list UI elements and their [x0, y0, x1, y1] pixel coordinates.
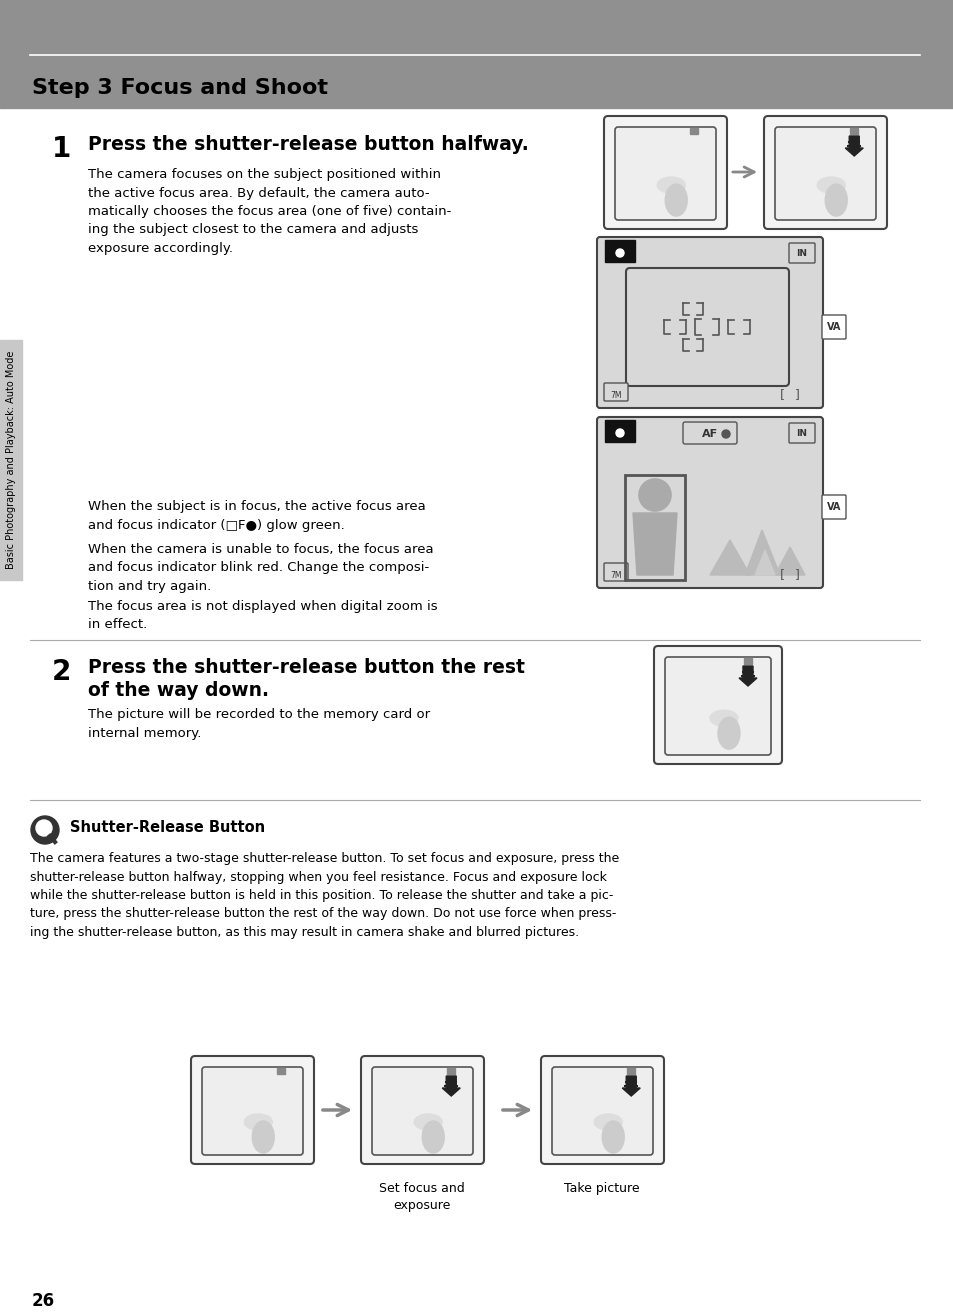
FancyArrow shape [844, 137, 862, 156]
FancyBboxPatch shape [360, 1056, 483, 1164]
FancyBboxPatch shape [821, 495, 845, 519]
FancyBboxPatch shape [597, 417, 822, 587]
Bar [447, 1068, 455, 1074]
FancyBboxPatch shape [788, 423, 814, 443]
FancyBboxPatch shape [615, 127, 716, 219]
Circle shape [639, 480, 670, 511]
FancyBboxPatch shape [788, 243, 814, 263]
Ellipse shape [709, 710, 738, 727]
Text: 2: 2 [52, 658, 71, 686]
FancyBboxPatch shape [763, 116, 886, 229]
Text: VA: VA [826, 502, 841, 512]
Bar [0, 340, 22, 579]
FancyBboxPatch shape [202, 1067, 303, 1155]
Ellipse shape [414, 1114, 442, 1130]
Text: [: [ [780, 389, 784, 402]
Text: Step 3 Focus and Shoot: Step 3 Focus and Shoot [32, 78, 328, 99]
Ellipse shape [824, 184, 846, 215]
Polygon shape [754, 551, 774, 576]
FancyBboxPatch shape [654, 646, 781, 763]
Circle shape [616, 248, 623, 258]
Bar [277, 1068, 285, 1074]
Text: 7M: 7M [610, 572, 621, 581]
FancyBboxPatch shape [603, 116, 726, 229]
Bar [743, 658, 751, 664]
Circle shape [616, 428, 623, 438]
FancyBboxPatch shape [597, 237, 822, 409]
Text: 26: 26 [32, 1292, 55, 1310]
FancyBboxPatch shape [682, 422, 737, 444]
Circle shape [30, 816, 59, 844]
Text: Shutter-Release Button: Shutter-Release Button [70, 820, 265, 834]
Circle shape [614, 427, 625, 439]
Circle shape [614, 247, 625, 259]
Text: When the camera is unable to focus, the focus area
and focus indicator blink red: When the camera is unable to focus, the … [88, 543, 434, 593]
Text: Set focus and
exposure: Set focus and exposure [378, 1183, 464, 1212]
FancyBboxPatch shape [191, 1056, 314, 1164]
Text: Take picture: Take picture [563, 1183, 639, 1194]
Polygon shape [633, 512, 677, 576]
Text: When the subject is in focus, the active focus area
and focus indicator (□F●) gl: When the subject is in focus, the active… [88, 501, 425, 531]
Circle shape [721, 430, 729, 438]
Text: VA: VA [826, 322, 841, 332]
FancyBboxPatch shape [603, 382, 627, 401]
Ellipse shape [718, 717, 740, 749]
Text: IN: IN [796, 250, 806, 259]
Text: The camera focuses on the subject positioned within
the active focus area. By de: The camera focuses on the subject positi… [88, 168, 451, 255]
Polygon shape [774, 547, 804, 576]
Text: ]: ] [794, 569, 799, 582]
Ellipse shape [601, 1121, 623, 1152]
Ellipse shape [817, 177, 844, 193]
Polygon shape [709, 540, 749, 576]
Text: IN: IN [796, 430, 806, 439]
Ellipse shape [244, 1114, 272, 1130]
FancyBboxPatch shape [603, 562, 627, 581]
Text: AF: AF [701, 428, 718, 439]
Bar [604, 420, 635, 442]
FancyBboxPatch shape [625, 268, 788, 386]
Polygon shape [744, 530, 780, 576]
FancyArrow shape [621, 1076, 639, 1096]
Ellipse shape [422, 1121, 444, 1152]
Text: 7M: 7M [610, 392, 621, 401]
FancyBboxPatch shape [774, 127, 875, 219]
Text: The picture will be recorded to the memory card or
internal memory.: The picture will be recorded to the memo… [88, 708, 430, 740]
Bar [690, 127, 698, 134]
Circle shape [36, 820, 52, 836]
Text: The focus area is not displayed when digital zoom is
in effect.: The focus area is not displayed when dig… [88, 600, 437, 632]
Bar [0, 0, 953, 108]
FancyArrow shape [739, 666, 757, 686]
Text: Press the shutter-release button halfway.: Press the shutter-release button halfway… [88, 135, 528, 154]
FancyBboxPatch shape [372, 1067, 473, 1155]
Text: Basic Photography and Playback: Auto Mode: Basic Photography and Playback: Auto Mod… [6, 351, 16, 569]
Ellipse shape [594, 1114, 621, 1130]
Bar [604, 240, 635, 261]
Text: 1: 1 [52, 135, 71, 163]
Text: ]: ] [794, 389, 799, 402]
Bar [626, 1068, 635, 1074]
FancyBboxPatch shape [821, 315, 845, 339]
Ellipse shape [664, 184, 686, 215]
FancyBboxPatch shape [552, 1067, 652, 1155]
Bar [849, 127, 858, 134]
Text: Press the shutter-release button the rest
of the way down.: Press the shutter-release button the res… [88, 658, 524, 700]
FancyBboxPatch shape [664, 657, 770, 756]
FancyArrow shape [442, 1076, 459, 1096]
Ellipse shape [252, 1121, 274, 1152]
Text: [: [ [780, 569, 784, 582]
Ellipse shape [657, 177, 684, 193]
FancyBboxPatch shape [540, 1056, 663, 1164]
Text: The camera features a two-stage shutter-release button. To set focus and exposur: The camera features a two-stage shutter-… [30, 851, 618, 940]
